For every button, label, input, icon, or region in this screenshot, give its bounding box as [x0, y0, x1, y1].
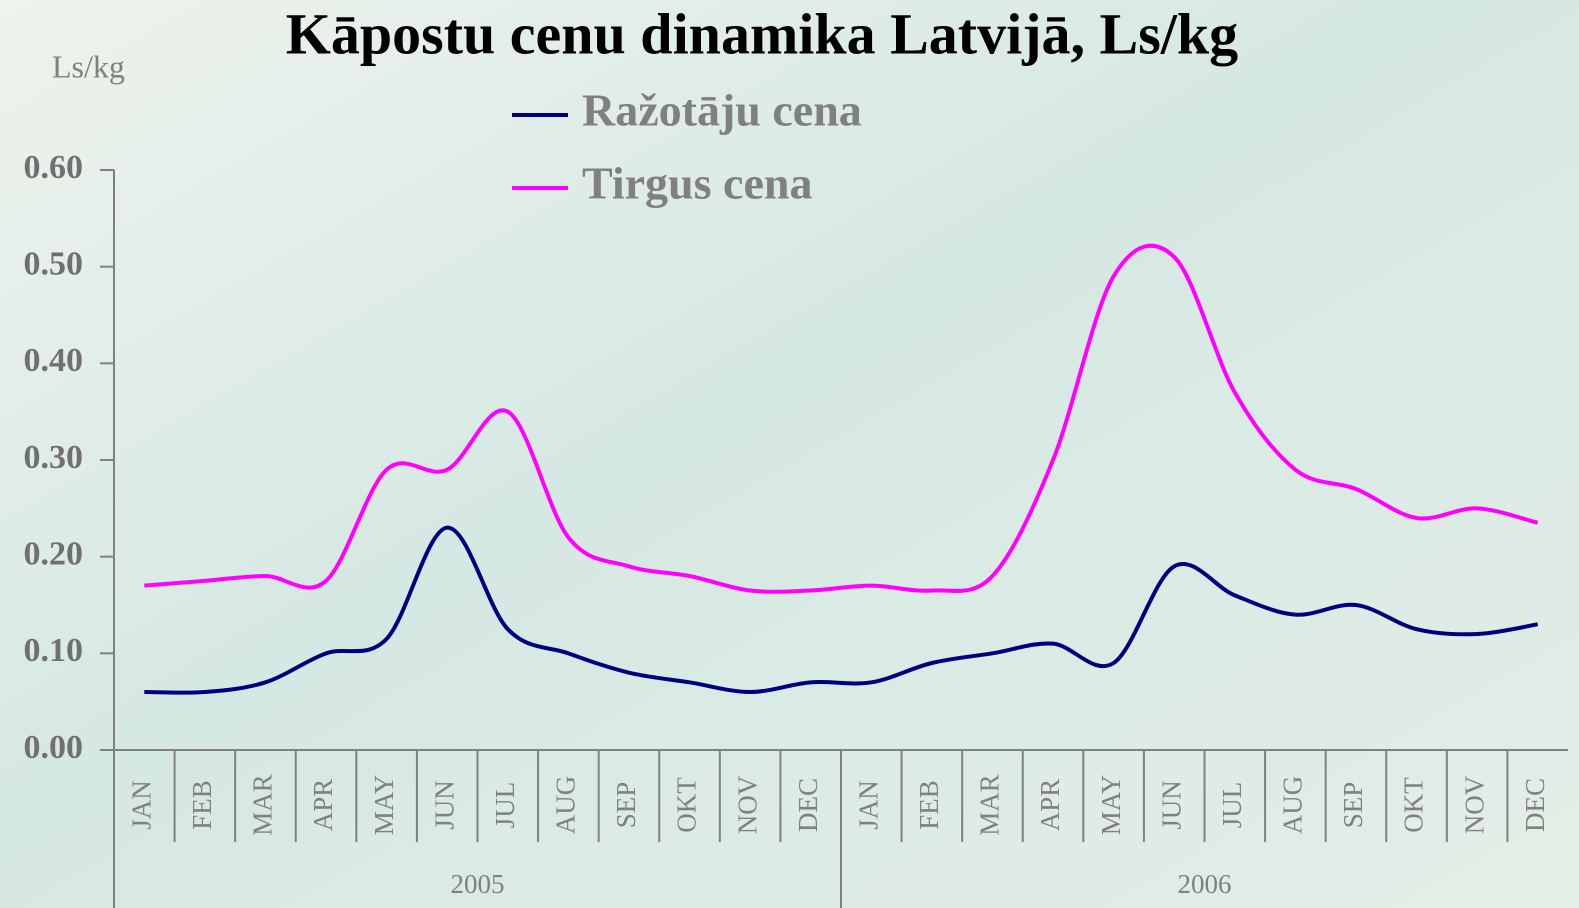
- x-tick-label: JUN: [1156, 780, 1186, 830]
- x-tick-label: SEP: [1338, 782, 1368, 829]
- legend-label: Tirgus cena: [582, 158, 812, 209]
- x-tick-label: JAN: [853, 780, 883, 830]
- x-tick-label: DEC: [1520, 778, 1550, 832]
- y-tick-label: 0.60: [24, 149, 84, 186]
- x-tick-label: DEC: [793, 778, 823, 832]
- x-tick-label: APR: [1035, 779, 1065, 832]
- x-tick-label: FEB: [914, 780, 944, 830]
- x-tick-label: MAR: [975, 774, 1005, 836]
- x-tick-label: OKT: [672, 777, 702, 833]
- y-tick-label: 0.00: [24, 729, 84, 766]
- y-tick-label: 0.10: [24, 632, 84, 669]
- chart-title: Kāpostu cenu dinamika Latvijā, Ls/kg: [286, 1, 1238, 66]
- x-tick-label: AUG: [551, 776, 581, 835]
- x-tick-label: JUL: [490, 782, 520, 829]
- x-tick-label: MAY: [369, 775, 399, 836]
- x-tick-label: AUG: [1278, 776, 1308, 835]
- y-tick-label: 0.20: [24, 535, 84, 572]
- y-tick-label: 0.30: [24, 439, 84, 476]
- x-tick-label: JAN: [126, 780, 156, 830]
- x-tick-label: APR: [308, 779, 338, 832]
- group-label: 2006: [1178, 869, 1232, 899]
- series-line: [144, 243, 1539, 594]
- y-tick-label: 0.40: [24, 342, 84, 379]
- y-tick-label: 0.50: [24, 245, 84, 282]
- y-axis-label: Ls/kg: [52, 48, 125, 84]
- x-tick-label: MAY: [1096, 775, 1126, 836]
- legend-label: Ražotāju cena: [582, 85, 862, 136]
- x-tick-label: OKT: [1399, 777, 1429, 833]
- x-tick-label: JUL: [1217, 782, 1247, 829]
- x-tick-label: SEP: [611, 782, 641, 829]
- x-tick-label: NOV: [732, 775, 762, 834]
- x-tick-label: MAR: [248, 774, 278, 836]
- x-tick-label: JUN: [429, 780, 459, 830]
- x-tick-label: NOV: [1459, 775, 1489, 834]
- group-label: 2005: [451, 869, 505, 899]
- x-tick-label: FEB: [187, 780, 217, 830]
- series-line: [144, 525, 1539, 695]
